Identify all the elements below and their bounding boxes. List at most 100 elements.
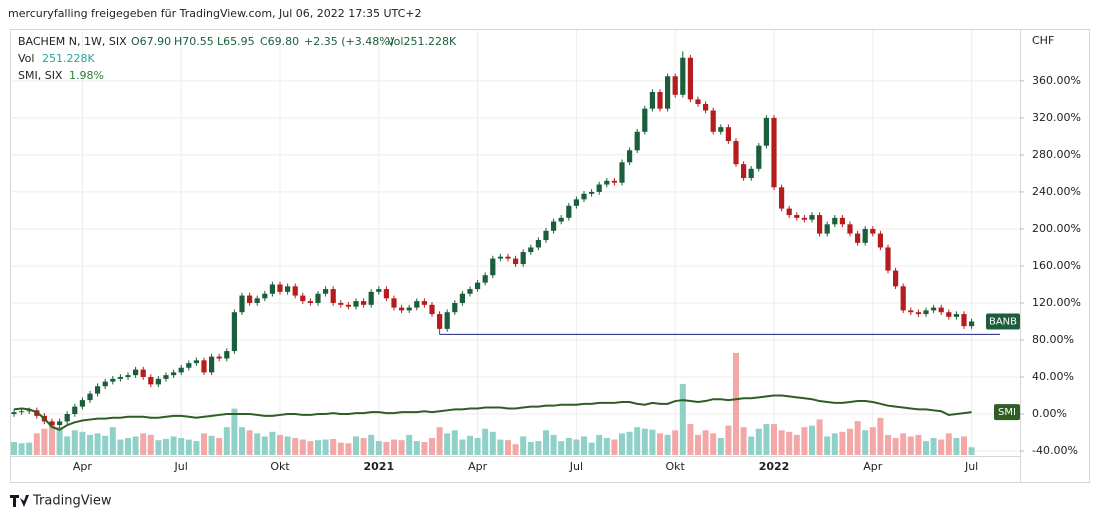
overlay-layer: BANB SMI (13, 313, 1020, 431)
candle-body (300, 295, 306, 302)
x-tick-label: 2022 (759, 460, 790, 473)
candle-body (604, 180, 610, 185)
candle-body (794, 215, 800, 218)
volume-bar (459, 439, 466, 455)
volume-bar (64, 436, 71, 455)
y-tick-label: 0.00% (1032, 407, 1067, 420)
candle-body (817, 215, 823, 234)
volume-bar (679, 383, 686, 455)
volume-bar (558, 441, 565, 455)
candle-body (406, 307, 412, 311)
volume-bar (299, 439, 306, 455)
volume-bar (102, 435, 109, 455)
volume-bar (938, 439, 945, 455)
volume-bar (657, 433, 663, 455)
candle-body (839, 217, 845, 225)
candle-body (49, 421, 55, 426)
volume-bar (748, 436, 755, 455)
candle-body (710, 110, 716, 132)
candle-body (885, 247, 891, 271)
candle-body (330, 289, 336, 303)
volume-bar (421, 442, 428, 455)
volume-bar (869, 427, 876, 455)
candle-body (718, 127, 724, 132)
volume-bar (292, 438, 299, 455)
volume-bar (322, 439, 329, 455)
volume-bar (208, 435, 215, 455)
volume-bar (626, 431, 633, 455)
candle-body (459, 293, 465, 303)
volume-bar (603, 438, 610, 455)
candle-body (285, 286, 291, 292)
candle-body (923, 310, 929, 315)
volume-bar (231, 408, 238, 455)
volume-bar (543, 430, 549, 455)
volume-bar (649, 429, 656, 455)
volume-bar (109, 427, 116, 455)
volume-bar (953, 438, 960, 455)
price-badge: BANB (989, 316, 1017, 327)
candle-body (353, 301, 359, 307)
x-tick-label: Okt (270, 460, 290, 473)
candle-body (11, 412, 17, 415)
volume-bar (565, 438, 572, 455)
candle-body (946, 312, 952, 317)
candle-body (634, 131, 640, 151)
volume-bar (550, 434, 557, 455)
volume-bar (619, 433, 625, 455)
volume-bar (702, 430, 709, 455)
y-tick-label: 320.00% (1032, 111, 1081, 124)
volume-bar (254, 433, 261, 455)
candle-body (338, 302, 344, 305)
volume-bar (330, 438, 337, 455)
volume-bar (307, 441, 314, 455)
volume-bar (710, 433, 717, 455)
candle-body (535, 240, 541, 248)
volume-bar (573, 439, 580, 455)
candle-body (824, 224, 830, 234)
y-tick-label: 360.00% (1032, 74, 1081, 87)
change-label: +2.35 (+3.48%) (304, 35, 394, 48)
volume-bar (885, 434, 891, 455)
volume-bar (79, 431, 86, 455)
volume-bar (429, 438, 435, 455)
candle-body (642, 108, 648, 132)
volume-bar (117, 439, 124, 455)
candle-body (87, 393, 93, 401)
candle-body (969, 321, 975, 327)
footer-brand: TradingView (32, 494, 112, 509)
candle-body (786, 208, 792, 216)
candle-body (733, 141, 739, 165)
close-label: C69.80 (260, 35, 299, 48)
candle-body (361, 301, 367, 305)
volume-bar (664, 434, 671, 455)
candle-body (186, 363, 192, 368)
volume-bar (923, 441, 929, 455)
candle-body (657, 91, 663, 109)
volume-bar (854, 421, 861, 455)
y-tick-label: 80.00% (1032, 333, 1074, 346)
volume-bar (596, 434, 603, 455)
candle-body (551, 221, 557, 231)
volume-bar (337, 442, 344, 455)
volume-bar (269, 431, 276, 455)
volume-bar (375, 441, 382, 455)
candle-body (756, 145, 762, 169)
candle-body (566, 205, 572, 218)
volume-bar (512, 444, 519, 455)
candle-body (376, 289, 382, 292)
candle-body (247, 295, 253, 303)
candle-body (19, 411, 25, 413)
volume-bar (831, 433, 838, 455)
y-tick-label: 40.00% (1032, 370, 1074, 383)
chart-frame (10, 29, 1090, 483)
volume-bar (733, 353, 739, 455)
x-tick-label: Okt (666, 460, 686, 473)
y-tick-label: 120.00% (1032, 296, 1081, 309)
candle-body (596, 184, 602, 192)
volume-bar (816, 419, 823, 455)
volume-bar (467, 435, 473, 455)
volume-bar (641, 428, 648, 455)
candle-body (482, 275, 488, 283)
